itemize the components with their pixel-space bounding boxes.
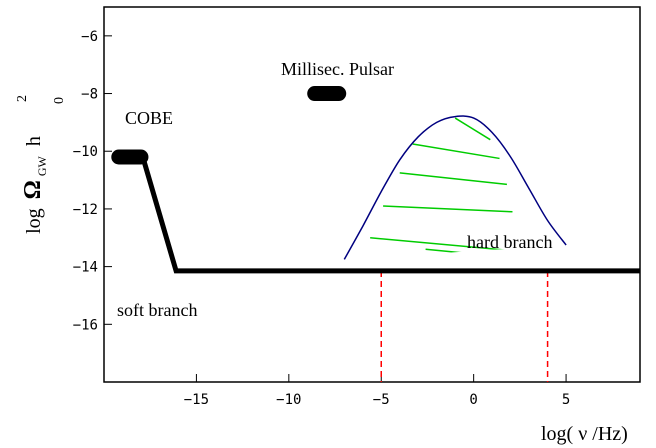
- y-tick-label: −12: [73, 202, 98, 218]
- y-axis-h: h: [23, 136, 45, 146]
- svg-text:log Ω GW h: log Ω GW h: [20, 136, 50, 234]
- plot-frame: [103, 6, 641, 383]
- x-axis-title: log( ν /Hz): [541, 423, 628, 445]
- pulsar-label: Millisec. Pulsar: [281, 59, 394, 79]
- y-axis-h-subscript: 0: [52, 97, 67, 104]
- y-tick-label: −6: [81, 29, 98, 45]
- soft-branch-line: [113, 154, 640, 274]
- y-axis-log-word: log: [23, 208, 45, 234]
- hatch-line: [454, 117, 491, 141]
- hatch-line: [399, 172, 508, 186]
- hard-branch-label: hard branch: [467, 232, 552, 252]
- hatch-line: [383, 205, 513, 213]
- x-tick-label: −10: [276, 392, 301, 408]
- hatch-line: [412, 143, 500, 160]
- x-tick-label: −15: [184, 392, 209, 408]
- x-tick-label: 5: [562, 392, 570, 408]
- y-axis-h-superscript: 2: [15, 95, 30, 102]
- y-axis-title: log Ω GW h: [20, 136, 50, 234]
- y-tick-label: −10: [73, 144, 98, 160]
- hard-branch-curve: [343, 115, 567, 260]
- y-axis-gw-subscript: GW: [35, 155, 49, 176]
- x-tick-label: 0: [469, 392, 477, 408]
- y-tick-label: −8: [81, 87, 98, 103]
- x-axis-ticks: −15 −10 −5 0 5: [184, 374, 570, 408]
- x-tick-label: −5: [373, 392, 390, 408]
- cutoff-lines: [380, 270, 549, 382]
- cobe-label: COBE: [125, 108, 173, 128]
- soft-branch-label: soft branch: [117, 300, 197, 320]
- y-axis-omega: Ω: [20, 180, 46, 199]
- y-axis-ticks: −6 −8 −10 −12 −14 −16: [73, 29, 112, 333]
- y-tick-label: −14: [73, 260, 98, 276]
- y-tick-label: −16: [73, 317, 98, 333]
